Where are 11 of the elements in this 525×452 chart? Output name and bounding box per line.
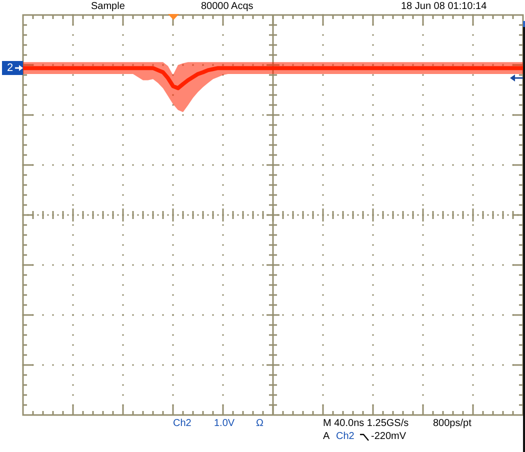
- text: Sample: [91, 1, 125, 13]
- text: Ω: [256, 418, 264, 430]
- text: Ch2: [336, 431, 354, 443]
- text: Ch2: [173, 418, 192, 430]
- text: 800ps/pt: [433, 418, 472, 430]
- text: -220mV: [371, 431, 406, 443]
- text: A: [323, 431, 330, 443]
- text: 80000 Acqs: [201, 1, 254, 13]
- text: 18 Jun 08 01:10:14: [401, 1, 487, 13]
- text: M 40.0ns 1.25GS/s: [323, 418, 409, 430]
- text: 1.0V: [214, 418, 235, 430]
